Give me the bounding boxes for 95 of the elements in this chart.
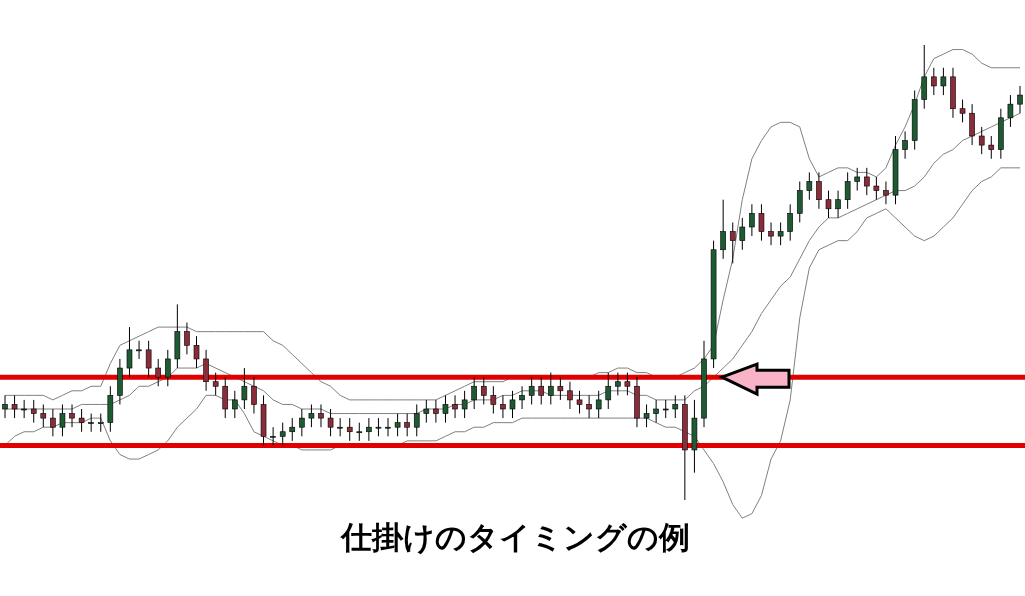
candlestick [988,135,995,160]
candlestick [480,376,487,405]
candlestick [1007,94,1014,128]
candlestick [777,221,784,246]
candlestick [806,171,813,201]
candlestick [356,422,363,442]
candlestick [222,376,229,419]
candlestick [394,413,401,437]
candlestick [729,221,736,264]
candlestick [97,413,104,433]
candlestick [739,217,746,251]
candlestick [50,408,56,437]
candlestick [251,376,257,415]
candlestick [490,385,497,415]
candlestick [586,394,592,419]
candlestick [136,340,142,360]
candlestick [366,417,372,442]
candlestick [289,417,296,442]
candlestick [844,171,851,210]
candlestick [758,203,765,242]
candlestick [749,203,755,237]
candlestick [653,399,659,424]
candlestick [902,130,908,160]
candlestick [69,403,75,428]
candlestick [863,167,870,196]
candlestick [126,326,133,378]
candlestick [30,399,37,424]
candlestick [299,408,305,437]
candlestick [413,403,420,437]
text: 仕掛けのタイミングの例 [339,519,690,555]
candlestick [672,394,679,419]
candlestick [270,426,276,446]
candlestick [643,403,650,428]
candlestick [184,322,190,355]
candlestick [212,372,219,396]
candlestick [921,44,928,110]
candlestick [1017,85,1023,114]
candlestick [433,399,439,424]
candlestick [509,390,516,419]
candlestick [155,358,162,387]
candlestick [883,181,889,205]
candlestick [969,103,975,146]
candlestick [346,417,353,442]
candlestick [816,171,822,210]
candlestick [59,403,66,437]
candlestick [567,381,573,410]
candlestick [796,181,803,223]
candlestick [500,394,506,419]
candlestick [164,349,171,387]
candlestick [385,417,391,437]
candlestick [768,221,774,246]
candlestick [375,417,382,437]
candlestick [557,376,564,401]
candlestick [605,372,612,410]
candlestick [442,394,449,424]
candlestick [461,390,468,419]
candlestick [241,367,248,410]
candlestick [854,167,861,192]
candlestick [318,403,324,428]
candlestick [787,203,793,242]
candlestick [203,349,209,392]
candlestick [423,399,430,424]
candlestick [615,372,621,396]
candlestick [538,376,545,405]
candlestick [232,390,238,419]
candlestick [548,372,554,405]
candlestick [11,394,18,419]
candlestick [145,340,152,378]
candlestick [931,67,937,96]
candlestick [519,385,525,410]
candlestick [40,403,47,428]
candlestick [959,99,966,123]
candlestick [873,176,880,201]
candlestick [978,126,985,155]
candlestick [337,417,343,437]
candlestick [404,413,410,437]
candlestick [720,199,726,260]
candlestick [279,422,286,446]
candlestick [595,390,602,419]
candlestick [308,403,315,428]
candlestick [327,408,334,437]
candlestick [88,413,94,433]
candlestick [2,394,8,419]
candlestick [835,190,841,219]
candlestick [193,335,200,369]
candlestick [940,67,947,96]
candlestick [576,390,583,415]
candlestick [471,376,477,410]
candlestick [825,190,832,219]
candlestick [528,376,535,405]
candlestick [662,399,669,419]
candlestick [21,399,27,419]
candlestick [78,408,85,433]
candlestick [452,394,458,419]
candlestick [624,372,631,396]
